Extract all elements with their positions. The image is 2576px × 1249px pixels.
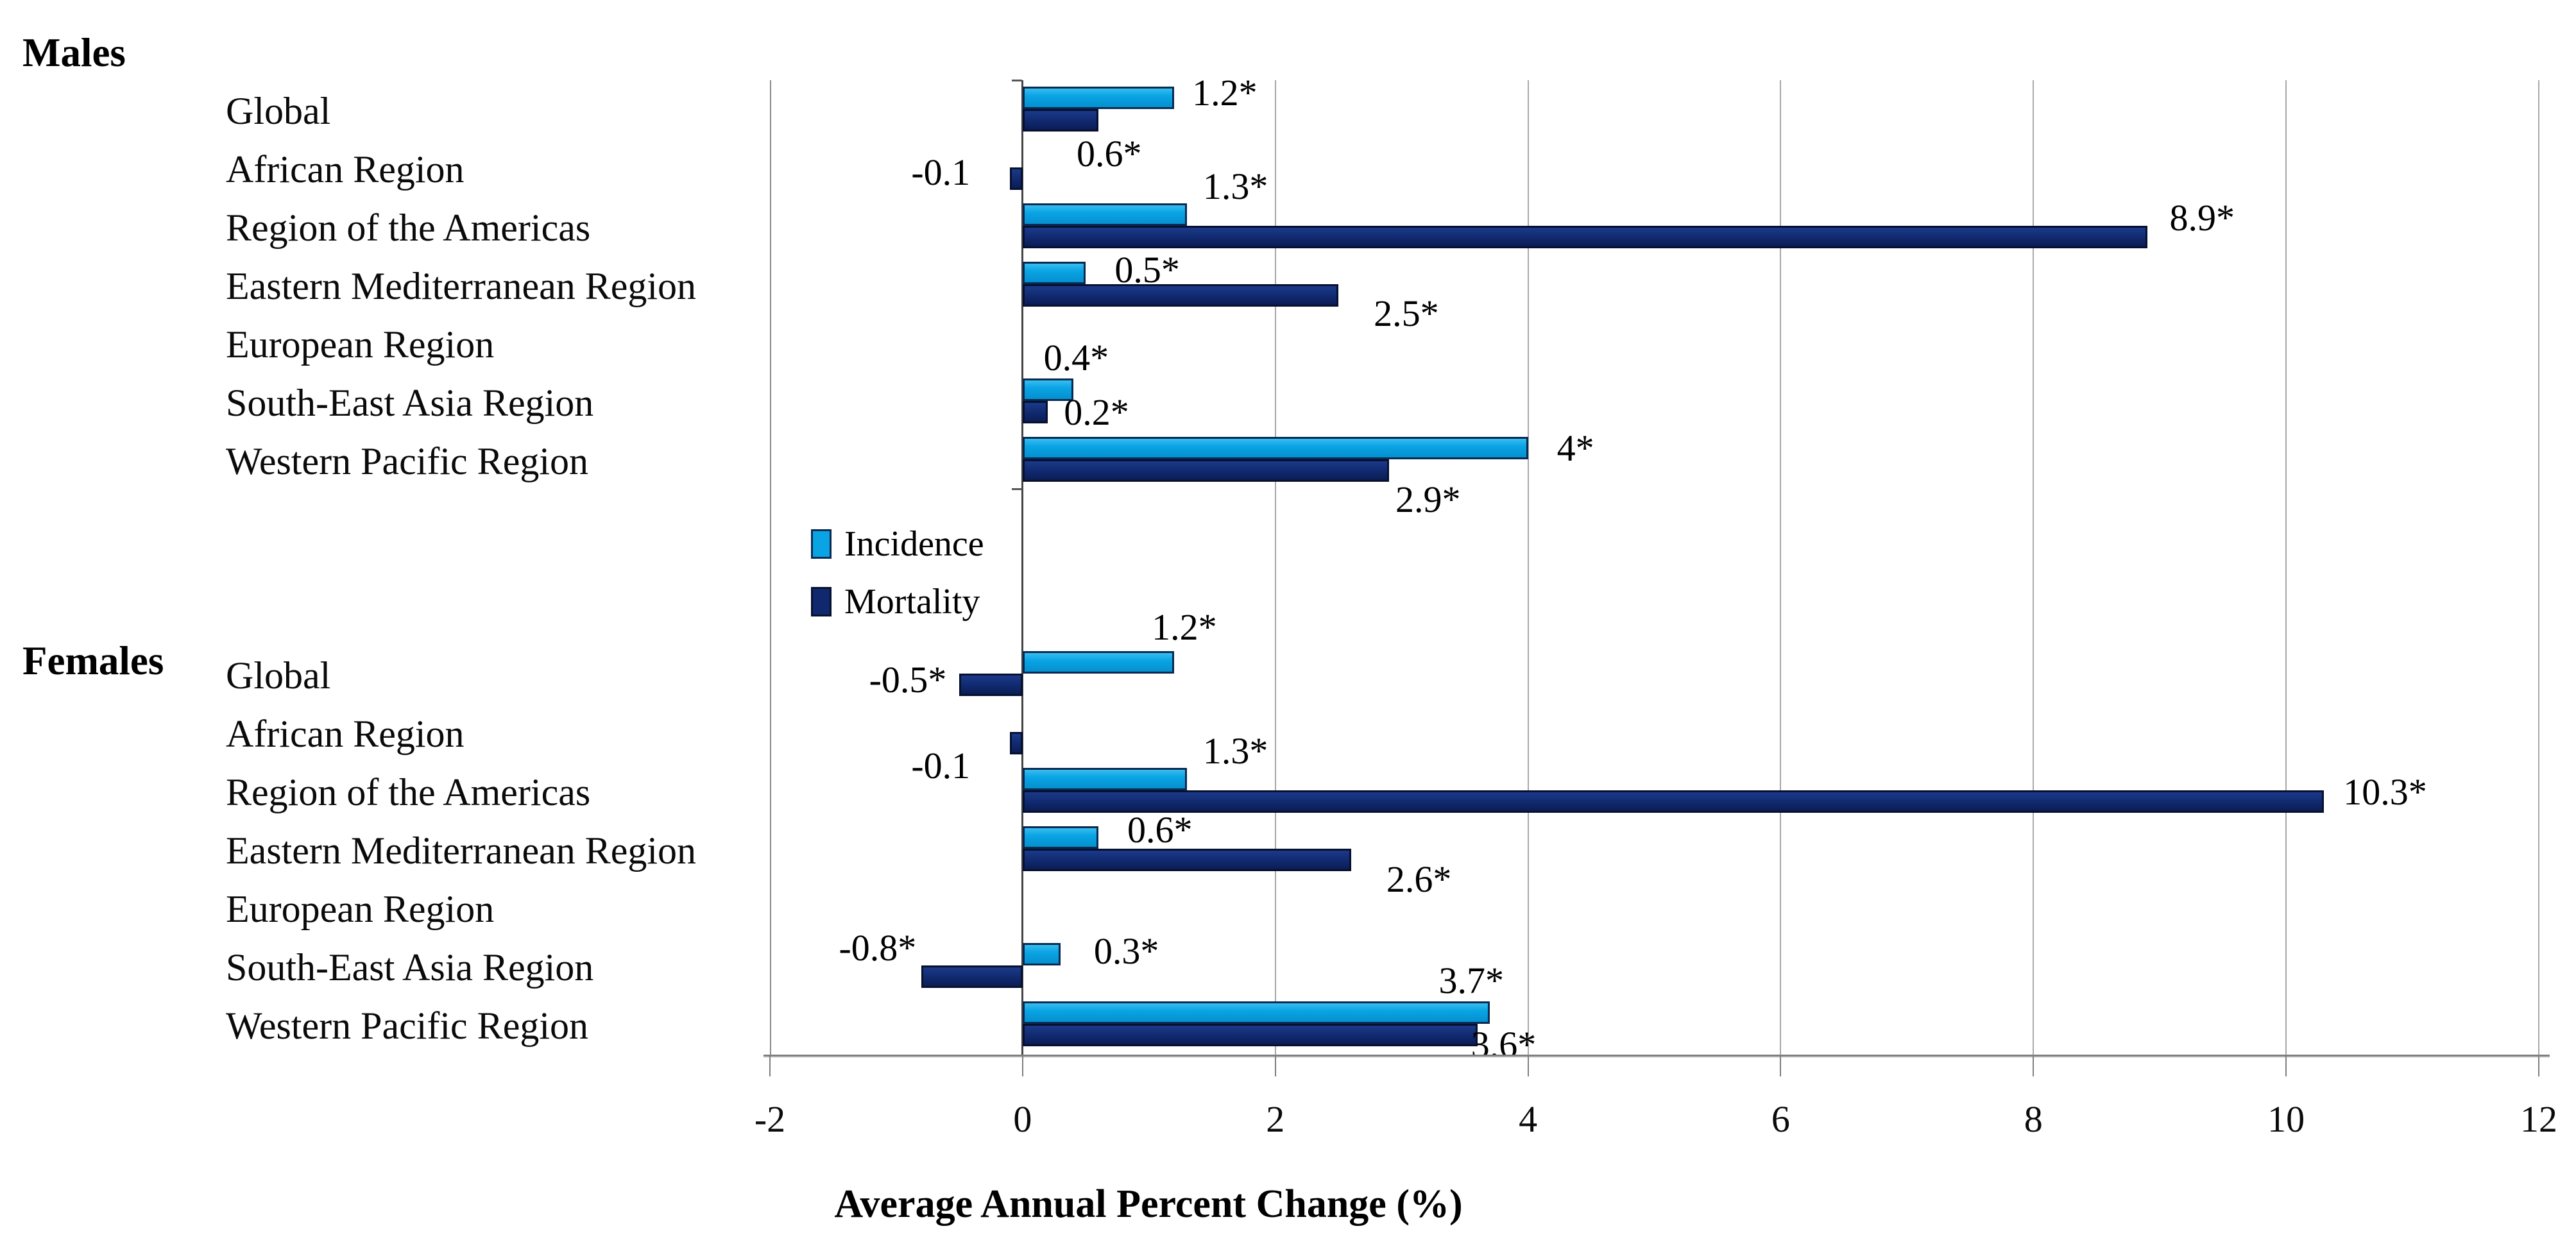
incidence-swatch-icon <box>811 529 832 559</box>
x-axis-tick--2 <box>769 1057 771 1076</box>
bar-females-african-region-mortality <box>1010 732 1023 754</box>
gridline-10 <box>2285 80 2287 1055</box>
value-label-females-african-region-mortality: -0.1 <box>911 744 971 786</box>
category-label-males-south-east-asia-region: South-East Asia Region <box>226 382 594 424</box>
bar-males-region-of-the-americas-incidence <box>1022 203 1187 226</box>
bar-males-eastern-mediterranean-region-mortality <box>1022 284 1339 307</box>
plot-left-border <box>770 80 771 1055</box>
x-axis-tick-2 <box>1274 1057 1276 1076</box>
bar-females-eastern-mediterranean-region-incidence <box>1022 826 1098 849</box>
x-axis-tick-label-6: 6 <box>1771 1098 1790 1140</box>
x-axis-tick-6 <box>1780 1057 1782 1076</box>
legend-item-incidence: Incidence <box>811 526 984 562</box>
x-axis-line-shadow <box>763 1057 2550 1058</box>
category-label-males-african-region: African Region <box>226 148 465 191</box>
x-axis-tick-label-2: 2 <box>1266 1098 1285 1140</box>
value-label-females-global-incidence: 1.2* <box>1152 606 1217 648</box>
section-header-females: Females <box>22 638 164 683</box>
bar-males-global-mortality <box>1022 109 1098 132</box>
x-axis-tick-0 <box>1021 1057 1023 1076</box>
category-label-males-eastern-mediterranean-region: Eastern Mediterranean Region <box>226 265 697 307</box>
bar-females-eastern-mediterranean-region-mortality <box>1022 849 1351 871</box>
value-label-males-region-of-the-americas-incidence: 1.3* <box>1202 165 1268 207</box>
bar-males-south-east-asia-region-incidence <box>1022 378 1073 401</box>
category-label-males-global: Global <box>226 90 331 132</box>
value-label-males-global-mortality: 0.6* <box>1077 132 1142 174</box>
gridline-8 <box>2033 80 2034 1055</box>
x-axis-tick-label-0: 0 <box>1013 1098 1032 1140</box>
category-label-males-western-pacific-region: Western Pacific Region <box>226 440 588 482</box>
bar-males-global-incidence <box>1022 87 1175 109</box>
x-axis-tick-label--2: -2 <box>754 1098 786 1140</box>
value-label-females-south-east-asia-region-mortality: -0.8* <box>839 926 917 969</box>
value-label-males-global-incidence: 1.2* <box>1192 71 1258 114</box>
value-label-females-region-of-the-americas-incidence: 1.3* <box>1202 729 1268 772</box>
bar-females-global-incidence <box>1022 651 1175 674</box>
value-label-males-region-of-the-americas-mortality: 8.9* <box>2169 196 2235 239</box>
bar-males-western-pacific-region-incidence <box>1022 437 1528 459</box>
category-label-females-global: Global <box>226 654 331 697</box>
x-axis-tick-4 <box>1527 1057 1529 1076</box>
value-label-females-western-pacific-region-incidence: 3.7* <box>1438 959 1504 1001</box>
x-axis-tick-label-4: 4 <box>1519 1098 1538 1140</box>
bar-females-global-mortality <box>959 674 1023 696</box>
category-label-females-south-east-asia-region: South-East Asia Region <box>226 946 594 989</box>
bar-males-african-region-mortality <box>1010 167 1023 190</box>
gridline-2 <box>1274 80 1276 1055</box>
x-axis-title: Average Annual Percent Change (%) <box>834 1182 1463 1226</box>
category-label-females-eastern-mediterranean-region: Eastern Mediterranean Region <box>226 829 697 872</box>
category-label-females-european-region: European Region <box>226 888 495 930</box>
legend-label-incidence: Incidence <box>844 524 984 564</box>
category-axis-tick <box>1011 488 1022 490</box>
zero-axis-line <box>1021 80 1024 1055</box>
x-axis-line <box>763 1055 2550 1057</box>
bar-females-south-east-asia-region-mortality <box>921 965 1023 988</box>
bar-females-western-pacific-region-mortality <box>1022 1024 1478 1046</box>
section-header-males: Males <box>22 30 126 75</box>
value-label-males-eastern-mediterranean-region-mortality: 2.5* <box>1374 292 1439 334</box>
bar-males-eastern-mediterranean-region-incidence <box>1022 262 1086 284</box>
bar-females-region-of-the-americas-incidence <box>1022 768 1187 790</box>
value-label-females-eastern-mediterranean-region-mortality: 2.6* <box>1386 858 1452 900</box>
category-label-males-region-of-the-americas: Region of the Americas <box>226 207 591 249</box>
mortality-swatch-icon <box>811 587 832 616</box>
value-label-females-global-mortality: -0.5* <box>869 658 947 701</box>
x-axis-tick-8 <box>2033 1057 2034 1076</box>
value-label-males-south-east-asia-region-mortality: 0.2* <box>1064 391 1129 433</box>
value-label-males-south-east-asia-region-incidence: 0.4* <box>1043 336 1109 378</box>
gridline-4 <box>1527 80 1529 1055</box>
x-axis-tick-12 <box>2538 1057 2539 1076</box>
value-label-males-african-region-mortality: -0.1 <box>911 151 971 193</box>
x-axis-tick-label-8: 8 <box>2024 1098 2043 1140</box>
gridline-6 <box>1780 80 1782 1055</box>
legend-label-mortality: Mortality <box>844 582 980 622</box>
value-label-males-eastern-mediterranean-region-incidence: 0.5* <box>1114 248 1180 291</box>
value-label-females-eastern-mediterranean-region-incidence: 0.6* <box>1127 808 1193 851</box>
category-label-females-african-region: African Region <box>226 713 465 755</box>
bar-females-south-east-asia-region-incidence <box>1022 943 1061 965</box>
value-label-females-south-east-asia-region-incidence: 0.3* <box>1093 930 1159 972</box>
bar-females-region-of-the-americas-mortality <box>1022 790 2324 813</box>
x-axis-tick-label-12: 12 <box>2520 1098 2557 1140</box>
category-label-males-european-region: European Region <box>226 323 495 366</box>
x-axis-tick-10 <box>2285 1057 2287 1076</box>
gridline-12 <box>2538 80 2539 1055</box>
value-label-males-western-pacific-region-mortality: 2.9* <box>1395 478 1461 520</box>
bar-males-region-of-the-americas-mortality <box>1022 226 2147 248</box>
value-label-males-western-pacific-region-incidence: 4* <box>1557 427 1594 469</box>
category-label-females-region-of-the-americas: Region of the Americas <box>226 771 591 813</box>
legend-item-mortality: Mortality <box>811 584 980 620</box>
bar-males-western-pacific-region-mortality <box>1022 459 1389 482</box>
bar-females-western-pacific-region-incidence <box>1022 1001 1490 1024</box>
bar-males-south-east-asia-region-mortality <box>1022 401 1048 423</box>
category-label-females-western-pacific-region: Western Pacific Region <box>226 1005 588 1047</box>
value-label-females-region-of-the-americas-mortality: 10.3* <box>2343 770 2427 813</box>
category-axis-tick <box>1011 80 1022 81</box>
x-axis-tick-label-10: 10 <box>2267 1098 2305 1140</box>
